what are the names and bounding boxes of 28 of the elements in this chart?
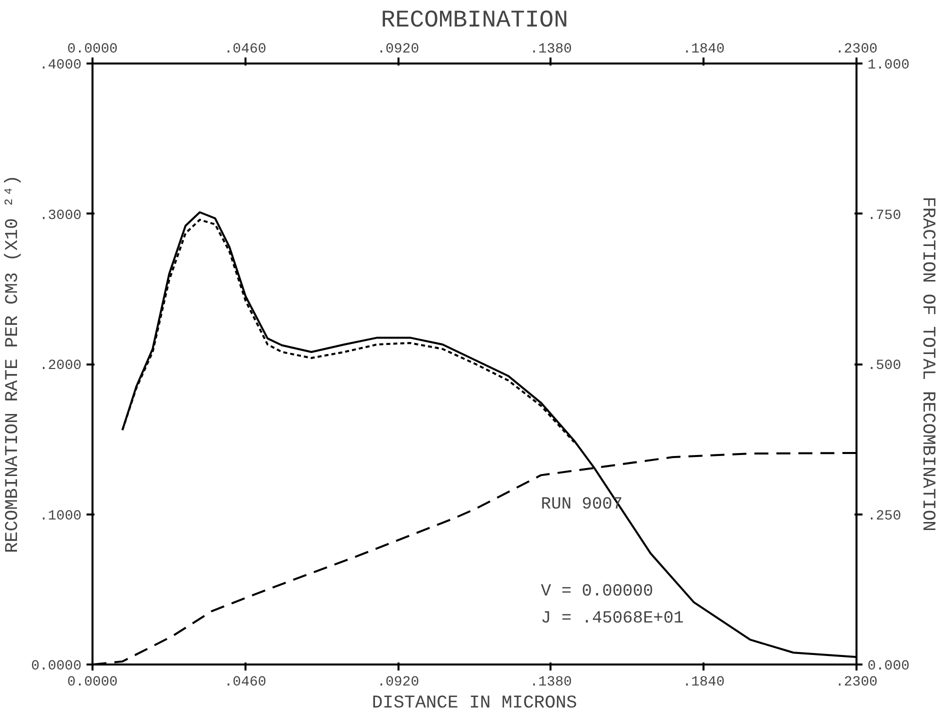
- x-tick-label: .0920: [377, 42, 420, 58]
- chart-title: RECOMBINATION: [380, 8, 568, 34]
- y2-tick-label: 0.000: [868, 658, 910, 674]
- annotation: V = 0.00000: [540, 582, 654, 602]
- x2-tick-label: .1840: [682, 674, 725, 690]
- y-tick-label: .2000: [39, 358, 82, 374]
- x2-tick-label: 0.0000: [67, 674, 118, 690]
- y2-tick-label: .250: [868, 508, 902, 524]
- y2-tick-label: .750: [868, 208, 902, 224]
- x2-tick-label: .0920: [377, 674, 420, 690]
- x-tick-label: 0.0000: [67, 42, 118, 58]
- x-tick-label: .2300: [835, 42, 878, 58]
- annotation: J = .45068E+01: [540, 609, 684, 628]
- x2-tick-label: .0460: [224, 674, 266, 690]
- y2-axis-title: FRACTION OF TOTAL RECOMBINATION: [918, 196, 938, 532]
- x-axis-title: DISTANCE IN MICRONS: [372, 694, 578, 714]
- x2-tick-label: .2300: [835, 674, 878, 690]
- y-tick-label: .1000: [39, 508, 82, 524]
- x-tick-label: .0460: [224, 42, 266, 58]
- y-axis-title: RECOMBINATION RATE PER CM3 (X10 ²⁴): [3, 174, 24, 554]
- y-tick-label: 0.0000: [31, 658, 82, 674]
- y-tick-label: .3000: [39, 208, 82, 224]
- x2-tick-label: .1380: [530, 674, 572, 690]
- y2-tick-label: .500: [868, 358, 902, 374]
- x-tick-label: .1380: [530, 42, 572, 58]
- y-tick-label: .4000: [39, 58, 82, 74]
- x-tick-label: .1840: [682, 42, 725, 58]
- y2-tick-label: 1.000: [868, 58, 910, 74]
